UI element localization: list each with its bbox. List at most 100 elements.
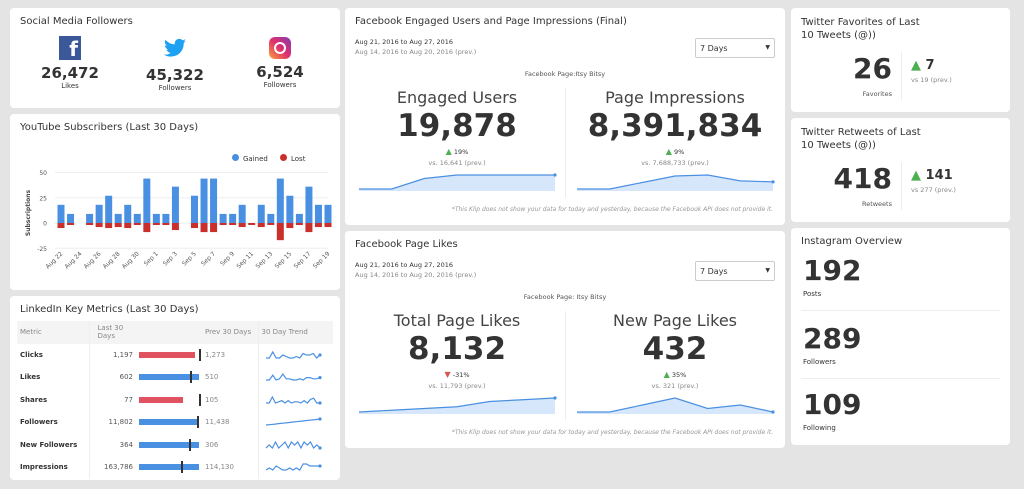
x-tick-label: Sep 1 [143, 250, 160, 267]
trend-line [577, 397, 774, 413]
bar-lost [114, 223, 122, 228]
x-tick-label: Sep 19 [312, 250, 332, 270]
bar-gained [238, 204, 246, 223]
stat-value: 109 [803, 388, 862, 421]
page-name: Facebook Page:Itsy Bitsy [524, 70, 606, 78]
vs-prev: vs 277 (prev.) [911, 186, 956, 194]
bar-lost [286, 223, 294, 229]
trend-area [577, 175, 773, 191]
panel-title: Facebook Engaged Users and Page Impressi… [355, 16, 627, 27]
period-select[interactable]: 7 Days ▼ [695, 261, 775, 281]
x-tick-label: Sep 13 [255, 250, 275, 270]
stat-value: 289 [803, 322, 862, 355]
x-tick-label: Aug 24 [63, 250, 83, 270]
panel-title: Twitter Retweets of Last 10 Tweets (@)) [801, 127, 921, 151]
prev-date-range: Aug 14, 2016 to Aug 20, 2016 (prev.) [355, 48, 477, 56]
trend-end-point [317, 401, 322, 405]
bar-fill [139, 351, 196, 358]
x-tick-label: Sep 5 [181, 250, 198, 267]
prev-30-value: 114,130 [205, 463, 234, 472]
stat-value: 26 [853, 52, 892, 85]
metric-block: Total Page Likes 8,132 ▼ -31% vs. 11,793… [357, 311, 557, 418]
sparkline [265, 395, 322, 405]
table-row: New Followers 364 306 [17, 433, 333, 456]
last-30-value: 602 [88, 366, 139, 389]
trend-line [265, 418, 320, 426]
social-twitter: 45,322 Followers [125, 36, 225, 92]
bar-lost [152, 223, 160, 226]
youtube-subscribers-panel: YouTube Subscribers (Last 30 Days) Gaine… [10, 114, 340, 290]
facebook-likes-value: 26,472 [41, 64, 99, 82]
prev-marker [189, 438, 192, 451]
trend-area [359, 175, 555, 191]
bar-lost [305, 223, 313, 233]
metric-label: Page Impressions [605, 88, 745, 107]
bar-fill [139, 464, 199, 471]
trend-end-point [771, 180, 775, 184]
bar-lost [57, 223, 65, 229]
bar-gained [200, 178, 208, 223]
bar-fill [139, 396, 183, 403]
legend-label: Lost [291, 155, 306, 163]
table-row: Followers 11,802 11,438 [17, 411, 333, 434]
vs-prev: vs. 321 (prev.) [651, 382, 699, 390]
stat-label: Favorites [862, 90, 892, 98]
date-range: Aug 21, 2016 to Aug 27, 2016 [355, 38, 454, 46]
bar-gained [276, 178, 284, 223]
page-name: Facebook Page: Itsy Bitsy [523, 293, 607, 301]
trend-line [358, 397, 556, 413]
bar-lost [314, 223, 322, 228]
trend-area [577, 398, 773, 414]
bar-lost [171, 223, 179, 231]
legend-swatch [280, 154, 287, 161]
delta-value: 141 [925, 168, 953, 183]
bar-lost [191, 223, 198, 229]
trend-chart [359, 173, 557, 191]
caret-down-icon: ▼ [765, 44, 770, 51]
bar-lost [162, 223, 170, 226]
bar-lost [86, 223, 94, 226]
bar-gained [257, 204, 265, 223]
last-30-value: 163,786 [88, 456, 139, 479]
bar-lost [267, 223, 275, 226]
vs-prev: vs. 16,641 (prev.) [428, 159, 486, 167]
prev-date-range: Aug 14, 2016 to Aug 20, 2016 (prev.) [355, 271, 477, 279]
change-percent: 19% [453, 148, 469, 156]
instagram-overview-panel: Instagram Overview 192 Posts 289 Followers… [791, 228, 1010, 445]
triangle-up-icon: ▲ [911, 168, 921, 183]
prev-marker [199, 393, 201, 406]
y-tick-label: 50 [39, 170, 47, 177]
bar-lost [295, 223, 303, 226]
bar-gained [152, 213, 160, 223]
trend-area [359, 398, 555, 414]
divider [801, 378, 1000, 379]
metric-value: 432 [642, 331, 708, 367]
bar-lost [238, 223, 246, 228]
last-30-value: 77 [88, 388, 139, 411]
metric-value: 8,391,834 [587, 108, 763, 144]
sparkline [265, 350, 322, 359]
bar-gained [143, 178, 151, 223]
bar-lost [95, 223, 103, 228]
twitter-followers-label: Followers [158, 84, 192, 92]
prev-marker [199, 348, 201, 361]
bullet-bar [139, 371, 199, 384]
divider [565, 88, 566, 198]
prev-30-value: 11,438 [205, 418, 230, 427]
stat-value: 192 [803, 254, 862, 287]
metric-label: Total Page Likes [393, 311, 521, 330]
trend-end-point [317, 464, 322, 468]
bar-gained [124, 204, 132, 223]
trend-line [265, 395, 320, 404]
bar-gained [267, 213, 275, 223]
stat-label: Retweets [861, 200, 892, 208]
trend-chart [358, 396, 557, 414]
metric-value: 8,132 [407, 331, 507, 367]
trend-line [359, 174, 555, 190]
sparkline [265, 440, 322, 450]
period-select[interactable]: 7 Days ▼ [695, 38, 775, 58]
trend-end-point [553, 173, 557, 177]
triangle-up-icon: ▲ [445, 147, 452, 156]
trend-line [265, 350, 320, 359]
stat-label: Followers [803, 358, 836, 366]
